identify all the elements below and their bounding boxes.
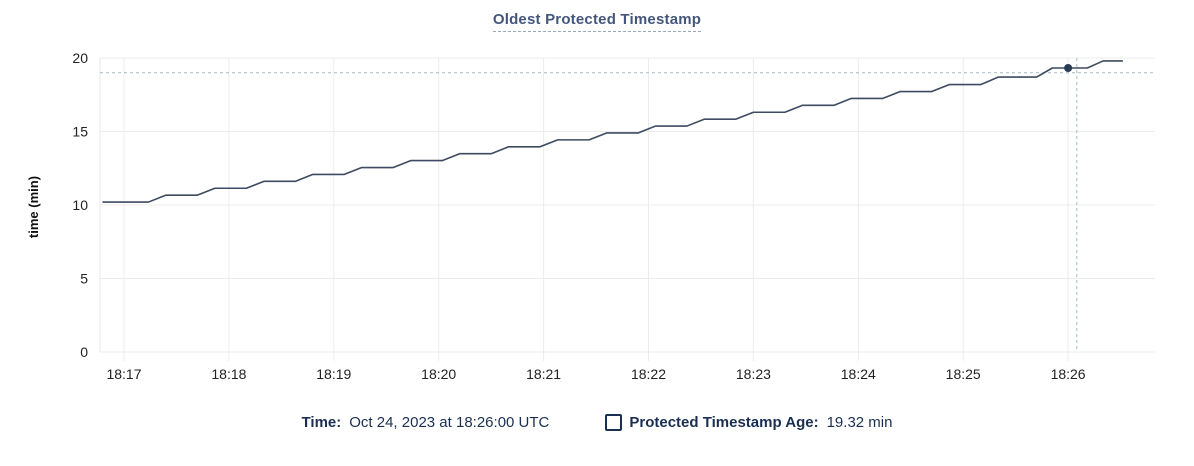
x-tick-label: 18:25 bbox=[946, 366, 981, 382]
hover-time-readout: Time: Oct 24, 2023 at 18:26:00 UTC bbox=[302, 414, 550, 431]
x-tick-label: 18:19 bbox=[316, 366, 351, 382]
x-tick-label: 18:26 bbox=[1051, 366, 1086, 382]
y-tick-label: 15 bbox=[72, 124, 88, 140]
x-tick-label: 18:21 bbox=[526, 366, 561, 382]
chart-canvas[interactable]: 0 5 10 15 20 18:17 18:18 18:19 18:20 18:21 18:22 18… bbox=[0, 40, 1194, 400]
series-name-label: Protected Timestamp Age: bbox=[629, 414, 819, 431]
hover-time-label: Time: bbox=[301, 414, 342, 431]
hover-time-value: Oct 24, 2023 at 18:26:00 UTC bbox=[349, 414, 550, 431]
x-tick-label: 18:17 bbox=[106, 366, 141, 382]
series-legend-item[interactable]: Protected Timestamp Age: 19.32 min bbox=[605, 414, 892, 431]
x-tick-label: 18:18 bbox=[211, 366, 246, 382]
series-toggle-checkbox[interactable] bbox=[605, 414, 623, 431]
x-tick-label: 18:24 bbox=[841, 366, 876, 382]
x-tick-label: 18:23 bbox=[736, 366, 771, 382]
y-tick-label: 20 bbox=[72, 50, 88, 66]
x-tick-label: 18:22 bbox=[631, 366, 666, 382]
chart-header: Oldest Protected Timestamp bbox=[0, 0, 1194, 40]
x-tick-label: 18:20 bbox=[421, 366, 456, 382]
series-line bbox=[102, 60, 1124, 203]
y-tick-label: 10 bbox=[72, 197, 88, 213]
hover-legend-bar: Time: Oct 24, 2023 at 18:26:00 UTC Prote… bbox=[0, 414, 1194, 431]
series-value-readout: 19.32 min bbox=[826, 414, 893, 431]
hover-dot bbox=[1064, 63, 1073, 72]
y-axis-title: time (min) bbox=[26, 176, 41, 238]
y-tick-label: 5 bbox=[80, 271, 88, 287]
y-tick-label: 0 bbox=[80, 344, 88, 360]
chart-title[interactable]: Oldest Protected Timestamp bbox=[492, 11, 702, 32]
